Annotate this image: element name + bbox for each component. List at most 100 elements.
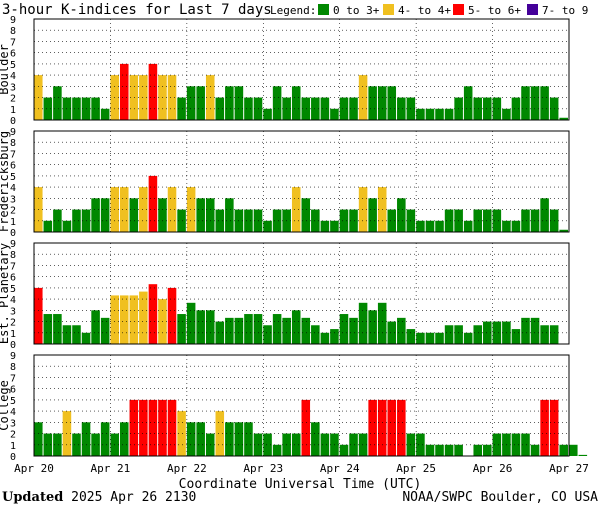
k-bar <box>339 444 349 456</box>
k-bar <box>397 399 406 456</box>
k-bar <box>148 284 158 344</box>
x-axis-label: Coordinate Universal Time (UTC) <box>179 477 422 490</box>
k-bar <box>91 198 100 232</box>
k-bar <box>167 187 177 232</box>
k-bar <box>148 399 158 456</box>
k-bar <box>368 86 377 120</box>
k-bar <box>511 97 521 120</box>
k-bar <box>72 209 81 232</box>
k-bar <box>502 220 511 232</box>
k-bar <box>301 198 311 232</box>
panel-label: Boulder <box>0 44 11 95</box>
k-bar <box>358 75 368 120</box>
k-bar <box>511 329 521 344</box>
k-bar <box>244 209 253 232</box>
k-bar <box>358 433 368 456</box>
panel-frame <box>33 130 570 233</box>
k-bar <box>377 399 387 456</box>
panel-label: College <box>0 380 11 431</box>
k-bar <box>358 187 368 232</box>
k-bar <box>139 187 148 232</box>
k-bar <box>139 291 148 344</box>
k-bar <box>282 317 291 344</box>
chart-panels: 0123456789Boulder0123456789Fredericksbur… <box>0 15 588 463</box>
k-bar <box>301 317 311 344</box>
y-tick-label: 4 <box>10 295 16 306</box>
k-bar <box>72 325 81 344</box>
k-bar <box>368 310 377 344</box>
k-bar <box>91 97 100 120</box>
k-bar <box>272 209 282 232</box>
x-tick-label: Apr 26 <box>473 462 513 475</box>
k-bar <box>263 220 272 232</box>
k-bar <box>119 63 129 120</box>
k-bar <box>100 422 110 456</box>
k-bar <box>549 325 559 344</box>
y-tick-label: 6 <box>10 49 16 60</box>
k-bar <box>473 209 483 232</box>
k-bar <box>483 209 492 232</box>
k-bar <box>463 86 473 120</box>
y-tick-label: 5 <box>10 396 16 407</box>
k-bar <box>530 86 540 120</box>
k-bar <box>349 97 358 120</box>
y-tick-label: 3 <box>10 194 16 205</box>
k-bar <box>215 411 225 456</box>
k-bar <box>139 75 148 120</box>
k-bar <box>387 209 397 232</box>
k-bar <box>148 175 158 232</box>
x-tick-label: Apr 24 <box>320 462 360 475</box>
k-bar <box>339 209 349 232</box>
y-tick-label: 8 <box>10 138 16 149</box>
k-bar <box>349 209 358 232</box>
k-bar <box>397 317 406 344</box>
k-bar <box>435 108 444 120</box>
k-bar <box>253 314 263 344</box>
k-bar <box>320 332 330 344</box>
k-bar <box>559 117 568 120</box>
legend-swatch <box>383 4 394 15</box>
y-tick-label: 2 <box>10 318 16 329</box>
x-tick-label: Apr 27 <box>549 462 589 475</box>
k-bar <box>463 332 473 344</box>
k-bar <box>511 220 521 232</box>
k-bar <box>119 422 129 456</box>
k-bar <box>330 108 339 120</box>
y-tick-label: 7 <box>10 261 16 272</box>
k-bar <box>158 399 167 456</box>
y-tick-label: 9 <box>10 239 16 250</box>
k-bar <box>186 302 196 344</box>
y-tick-label: 3 <box>10 82 16 93</box>
y-tick-label: 7 <box>10 149 16 160</box>
k-bar <box>34 287 43 344</box>
k-bar <box>167 75 177 120</box>
k-bar <box>43 433 53 456</box>
k-bar <box>119 187 129 232</box>
k-bar <box>196 86 205 120</box>
k-bar <box>549 399 559 456</box>
k-bar <box>492 321 502 344</box>
k-bar <box>349 433 358 456</box>
y-tick-label: 5 <box>10 172 16 183</box>
k-bar <box>244 97 253 120</box>
y-tick-label: 8 <box>10 250 16 261</box>
k-bar <box>530 444 540 456</box>
panel-frame <box>33 354 570 457</box>
y-tick-label: 2 <box>10 206 16 217</box>
k-bar <box>186 86 196 120</box>
k-bar <box>301 399 311 456</box>
x-tick-label: Apr 21 <box>91 462 131 475</box>
legend-entry: 5- to 6+ <box>468 4 521 17</box>
y-tick-label: 6 <box>10 273 16 284</box>
k-bar <box>483 321 492 344</box>
k-bar <box>291 86 301 120</box>
k-bar <box>473 444 483 456</box>
k-bar <box>62 325 72 344</box>
k-bar <box>521 317 530 344</box>
k-bar <box>177 209 186 232</box>
legend-swatch <box>318 4 329 15</box>
y-tick-label: 1 <box>10 217 16 228</box>
k-bar <box>62 220 72 232</box>
k-bar <box>387 399 397 456</box>
